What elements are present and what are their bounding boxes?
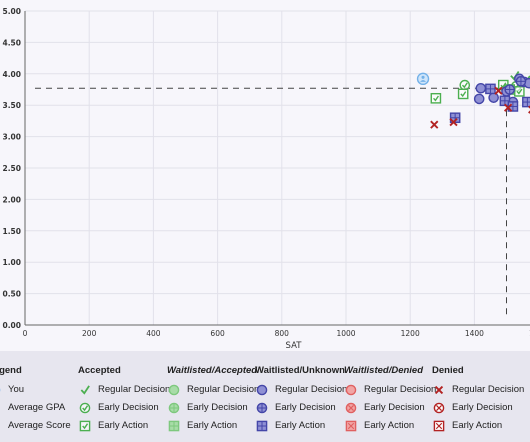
- reference-lines: [35, 87, 507, 319]
- legend-heading: Denied: [432, 365, 464, 376]
- point-waitlisted-unknown-regular: [488, 92, 499, 103]
- data-points: [416, 71, 530, 129]
- legend-item-label: Average Score: [8, 420, 71, 431]
- legend-item-label: Regular Decision: [98, 384, 171, 395]
- legend-item-label: Early Decision: [98, 402, 159, 413]
- x-tick-label: 0: [23, 329, 28, 338]
- grid: [24, 10, 530, 326]
- x-tick-label: 800: [275, 329, 290, 338]
- square-x-icon: [432, 419, 446, 433]
- y-tick-label: 4.50: [2, 38, 21, 47]
- legend-item-label: Early Decision: [275, 402, 336, 413]
- y-tick-label: 2.00: [2, 195, 21, 204]
- point-waitlisted-unknown-action: [485, 83, 496, 95]
- circle-plus-icon: [167, 401, 181, 415]
- y-tick-label: 4.00: [2, 70, 21, 79]
- average-score-icon: [0, 419, 2, 433]
- point-denied-regular: [449, 118, 458, 127]
- circle-plus-icon: [255, 401, 269, 415]
- filled-circle-icon: [344, 383, 358, 397]
- legend-item-label: Early Decision: [364, 402, 425, 413]
- point-accepted-action: [457, 88, 469, 100]
- legend-heading: Accepted: [78, 365, 121, 376]
- legend-item-label: Early Action: [98, 420, 149, 431]
- legend-item-label: Regular Decision: [187, 384, 260, 395]
- x-tick-label: 1200: [401, 329, 420, 338]
- legend-heading: Waitlisted/Denied: [344, 365, 424, 376]
- x-axis-label: SAT: [286, 341, 303, 351]
- y-tick-label: 5.00: [2, 7, 21, 16]
- legend-item-label: You: [8, 384, 25, 395]
- square-check-icon: [78, 419, 92, 433]
- point-accepted-action: [514, 86, 525, 97]
- y-tick-label: 3.00: [2, 133, 21, 142]
- point-waitlisted-unknown-regular: [473, 93, 485, 105]
- point-accepted-early: [459, 79, 471, 91]
- x-tick-label: 1400: [465, 329, 484, 338]
- square-x-icon: [344, 419, 358, 433]
- legend-item-label: Early Action: [452, 420, 503, 431]
- checkmark-icon: [78, 383, 92, 397]
- x-icon: [432, 383, 446, 397]
- legend-heading: Waitlisted/Accepted: [167, 365, 258, 376]
- point-denied-regular: [494, 86, 503, 95]
- point-accepted-action: [430, 92, 442, 104]
- legend: Legend You Average GPA Average Score Acc…: [0, 351, 530, 442]
- legend-heading: Waitlisted/Unknown: [255, 365, 345, 376]
- x-tick-label: 400: [146, 329, 161, 338]
- circle-x-icon: [432, 401, 446, 415]
- circle-check-icon: [78, 401, 92, 415]
- point-denied-regular: [503, 103, 513, 112]
- legend-item-label: Early Action: [364, 420, 415, 431]
- you-icon: [0, 383, 2, 397]
- legend-item-label: Regular Decision: [275, 384, 348, 395]
- y-tick-label: 2.50: [2, 164, 21, 173]
- average-gpa-icon: [0, 401, 2, 415]
- y-tick-label: 1.00: [2, 258, 21, 267]
- point-waitlisted-unknown-early: [515, 76, 527, 87]
- point-waitlisted-unknown-action: [522, 96, 530, 108]
- point-denied-regular: [430, 120, 439, 129]
- scatter-chart: 0.00 0.50 1.00 1.50 2.00 2.50 3.00 3.50 4.00 4.50…: [2, 7, 530, 351]
- point-you: [416, 72, 430, 86]
- x-tick-label: 600: [210, 329, 225, 338]
- axes: 0.00 0.50 1.00 1.50 2.00 2.50 3.00 3.50 4.00 4.50…: [2, 7, 530, 338]
- x-tick-label: 200: [82, 329, 97, 338]
- point-waitlisted-unknown-regular: [475, 82, 487, 94]
- legend-item-label: Early Action: [187, 420, 238, 431]
- point-waitlisted-unknown-early: [504, 84, 516, 95]
- square-plus-icon: [255, 419, 269, 433]
- filled-circle-icon: [167, 383, 181, 397]
- y-tick-label: 0.00: [2, 321, 21, 330]
- legend-item-label: Early Action: [275, 420, 326, 431]
- filled-circle-icon: [255, 383, 269, 397]
- legend-item-label: Early Decision: [452, 402, 513, 413]
- x-tick-label: 1000: [336, 329, 355, 338]
- square-plus-icon: [167, 419, 181, 433]
- legend-item-label: Average GPA: [8, 402, 66, 413]
- legend-heading: Legend: [0, 365, 22, 376]
- legend-item-label: Regular Decision: [452, 384, 525, 395]
- legend-item-label: Early Decision: [187, 402, 248, 413]
- y-tick-label: 3.50: [2, 101, 21, 110]
- circle-x-icon: [344, 401, 358, 415]
- legend-item-label: Regular Decision: [364, 384, 437, 395]
- y-tick-label: 0.50: [2, 290, 21, 299]
- y-tick-label: 1.50: [2, 227, 21, 236]
- point-accepted-regular: [510, 71, 520, 81]
